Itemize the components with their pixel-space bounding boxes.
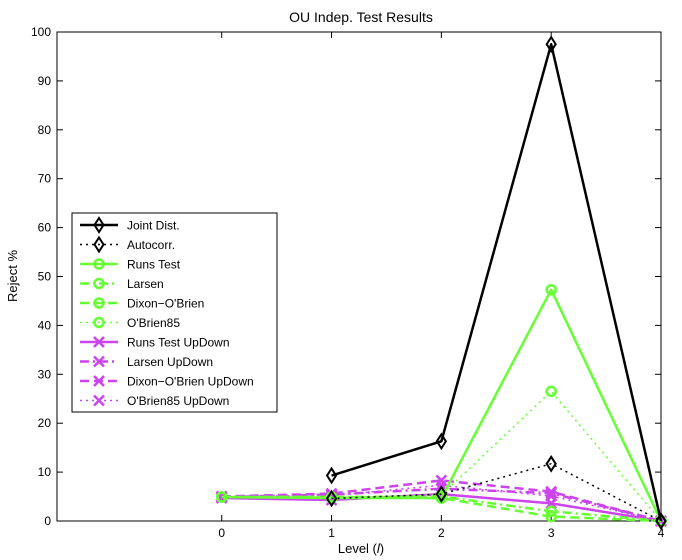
legend-marker	[93, 235, 105, 254]
legend-label: Joint Dist.	[127, 219, 180, 233]
series-line	[221, 288, 663, 522]
y-tick-label: 80	[38, 123, 52, 137]
legend-marker	[93, 316, 105, 329]
legend-label: O'Brien85 UpDown	[127, 394, 229, 408]
data-point	[545, 385, 557, 398]
x-tick-label: 3	[548, 526, 555, 540]
y-tick-label: 90	[38, 74, 52, 88]
legend-marker	[93, 336, 105, 348]
chart-title: OU Indep. Test Results	[289, 9, 433, 25]
series-line	[331, 42, 663, 522]
legend-marker	[93, 394, 105, 407]
series-layer	[215, 35, 667, 530]
x-tick-label: 1	[328, 526, 335, 540]
legend-label: Dixon−O'Brien UpDown	[127, 375, 254, 389]
legend-box	[71, 212, 278, 413]
data-point	[435, 432, 448, 451]
x-tick-label: 4	[658, 526, 665, 540]
x-axis-label: Level (l)	[338, 541, 384, 556]
x-axis-label-prefix: Level (	[338, 541, 378, 556]
legend-entry: Larsen	[80, 277, 164, 291]
data-point	[545, 283, 557, 296]
data-point	[655, 512, 667, 530]
legend-entry: Joint Dist.	[80, 216, 180, 234]
legend-entry: O'Brien85 UpDown	[80, 394, 229, 408]
y-tick-label: 30	[38, 367, 52, 381]
legend-entry: Runs Test UpDown	[80, 336, 230, 350]
legend-marker	[93, 277, 105, 290]
legend-label: Dixon−O'Brien	[127, 297, 204, 311]
y-tick-label: 50	[38, 270, 52, 284]
series-line	[221, 487, 662, 523]
x-axis-label-var: l	[377, 541, 381, 556]
data-point	[545, 487, 558, 500]
x-tick-label: 0	[218, 526, 225, 540]
data-point	[545, 35, 557, 54]
y-tick-label: 100	[31, 25, 51, 39]
legend-entry: Dixon−O'Brien	[80, 297, 204, 311]
legend-entry: Runs Test	[80, 258, 181, 272]
legend-marker	[93, 258, 105, 270]
legend-marker	[93, 375, 105, 387]
legend-label: Larsen	[127, 277, 164, 291]
data-point	[215, 491, 228, 503]
legend-label: Runs Test	[127, 258, 181, 272]
data-point	[325, 489, 338, 508]
series-line	[221, 495, 662, 523]
y-tick-label: 70	[38, 172, 52, 186]
series	[325, 35, 667, 530]
legend-entry: Larsen UpDown	[80, 355, 213, 369]
y-tick-label: 20	[38, 416, 52, 430]
legend-marker	[93, 355, 105, 368]
legend-label: Runs Test UpDown	[127, 336, 230, 350]
legend-marker	[93, 297, 105, 309]
legend-label: O'Brien85	[127, 316, 180, 330]
x-tick-label: 2	[438, 526, 445, 540]
y-axis-label: Reject %	[5, 250, 20, 302]
legend-entry: Autocorr.	[80, 235, 175, 254]
y-tick-label: 0	[44, 514, 51, 528]
series-line	[331, 463, 662, 522]
data-point	[435, 485, 448, 503]
data-point	[545, 505, 557, 517]
y-tick-label: 60	[38, 221, 52, 235]
legend-entry: Dixon−O'Brien UpDown	[80, 375, 254, 389]
legend-label: Larsen UpDown	[127, 355, 213, 369]
legend-label: Autocorr.	[127, 238, 175, 252]
legend-marker	[93, 216, 105, 234]
y-tick-label: 10	[38, 465, 52, 479]
y-tick-label: 40	[38, 318, 52, 332]
x-axis-label-suffix: )	[380, 541, 384, 556]
legend-entry: O'Brien85	[80, 316, 180, 330]
data-point	[545, 454, 557, 473]
legend: Joint Dist. Autocorr. Runs Test Larsen Dixon…	[71, 212, 278, 413]
data-point	[325, 466, 338, 485]
